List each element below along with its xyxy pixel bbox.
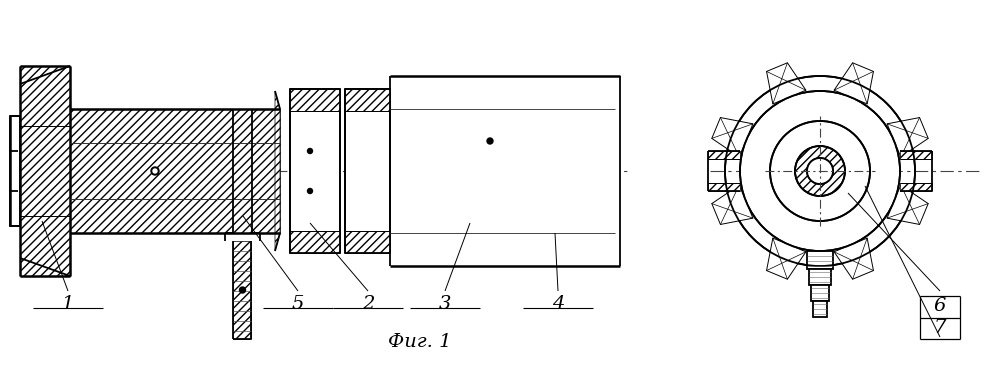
Circle shape (240, 287, 246, 293)
Polygon shape (10, 116, 20, 226)
Text: 5: 5 (291, 295, 304, 313)
Polygon shape (290, 231, 340, 253)
Polygon shape (70, 109, 280, 233)
Text: 6: 6 (934, 297, 946, 315)
Polygon shape (900, 183, 932, 191)
Polygon shape (275, 91, 280, 251)
Polygon shape (809, 269, 831, 285)
Polygon shape (712, 118, 752, 157)
Polygon shape (834, 63, 873, 104)
Polygon shape (708, 151, 740, 159)
Polygon shape (20, 66, 70, 276)
Text: 4: 4 (552, 295, 564, 313)
Polygon shape (807, 251, 833, 269)
Polygon shape (766, 238, 806, 279)
Polygon shape (712, 185, 752, 224)
Circle shape (307, 149, 312, 154)
Polygon shape (795, 146, 845, 196)
Polygon shape (345, 231, 390, 253)
Polygon shape (290, 89, 340, 253)
Circle shape (307, 189, 312, 194)
Text: 2: 2 (362, 295, 374, 313)
Circle shape (487, 138, 493, 144)
Polygon shape (900, 151, 932, 159)
Circle shape (151, 167, 159, 175)
Polygon shape (234, 241, 251, 339)
Circle shape (153, 169, 157, 173)
Polygon shape (887, 185, 928, 224)
Polygon shape (811, 285, 829, 301)
Polygon shape (834, 238, 873, 279)
Polygon shape (887, 118, 928, 157)
Polygon shape (70, 109, 280, 233)
Text: 3: 3 (439, 295, 451, 313)
Polygon shape (766, 63, 806, 104)
Text: Фиг. 1: Фиг. 1 (388, 333, 452, 351)
Polygon shape (290, 89, 340, 111)
Text: 1: 1 (62, 295, 74, 313)
Polygon shape (390, 76, 620, 266)
Text: 7: 7 (934, 319, 946, 337)
Polygon shape (345, 89, 390, 253)
Polygon shape (275, 91, 280, 251)
Polygon shape (708, 183, 740, 191)
Polygon shape (740, 91, 900, 251)
Polygon shape (813, 301, 827, 317)
Polygon shape (807, 158, 833, 184)
Polygon shape (345, 89, 390, 111)
